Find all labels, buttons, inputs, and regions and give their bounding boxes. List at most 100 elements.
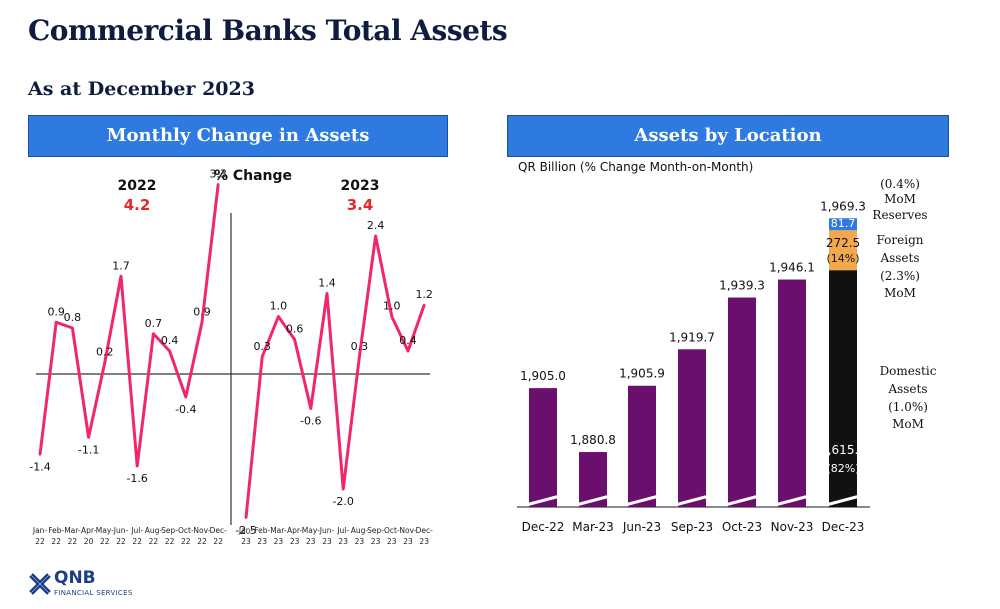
year-tick-label: 23: [371, 537, 381, 546]
change-data-label: 0.3: [351, 340, 369, 353]
year-tick-label: 22: [213, 537, 223, 546]
month-tick-label: Dec-: [210, 526, 228, 535]
month-tick-label: Dec-: [416, 526, 434, 535]
change-data-label: 1.0: [270, 300, 288, 313]
foreign-name-line2: Assets: [879, 251, 919, 265]
change-point: [119, 275, 123, 278]
month-tick-label: Aug-: [145, 526, 163, 535]
page-subtitle: As at December 2023: [28, 78, 255, 100]
change-point: [261, 355, 264, 358]
month-tick-label: Nov-: [193, 526, 210, 535]
month-tick-label: Oct-: [384, 526, 400, 535]
month-tick-label: Sep-: [161, 526, 178, 535]
year-tick-label: 23: [257, 537, 267, 546]
year-tick-label: 22: [149, 537, 159, 546]
qnb-logo-icon: [29, 573, 51, 595]
assets-location-banner: Assets by Location: [507, 115, 949, 157]
change-data-label: 1.7: [112, 259, 130, 272]
reserves-mom: MoM: [884, 192, 916, 206]
change-data-label: -2.0: [332, 495, 353, 508]
bar-value-label: 1,946.1: [769, 261, 815, 275]
bar-value-label: 1,905.0: [520, 369, 566, 383]
page-title: Commercial Banks Total Assets: [28, 14, 508, 47]
change-data-label: -1.4: [29, 461, 50, 474]
change-data-label: 0.2: [96, 346, 114, 359]
axis-break-mark: [525, 494, 561, 507]
bar-category-label: Oct-23: [722, 520, 762, 534]
month-tick-label: Jun-: [113, 526, 129, 535]
month-tick-label: Jul-: [336, 526, 349, 535]
change-data-label: -0.4: [175, 403, 196, 416]
year-tick-label: 23: [419, 537, 429, 546]
change-point: [358, 355, 361, 358]
foreign-name-line1: Foreign: [877, 233, 924, 247]
monthly-change-line-2023: [244, 234, 426, 518]
year-tick-label: 22: [35, 537, 45, 546]
change-data-label: 0.7: [145, 317, 163, 330]
stack-segment-reserves: [829, 218, 857, 231]
year-tick-label: 23: [387, 537, 397, 546]
change-data-label: 0.4: [161, 334, 179, 347]
qnb-logo: QNB FINANCIAL SERVICES: [28, 568, 168, 602]
reserves-value-label: 81.7: [831, 217, 856, 230]
change-data-label: -0.6: [300, 415, 321, 428]
change-point: [87, 436, 90, 439]
bar-value-label: 1,919.7: [669, 330, 715, 344]
bar-value-label: 1,939.3: [719, 279, 765, 293]
domestic-mom: MoM: [892, 417, 924, 431]
change-data-label: 1.4: [318, 277, 336, 290]
change-data-label: 0.9: [193, 305, 211, 318]
change-data-label: 0.8: [64, 311, 82, 324]
year-tick-label: 23: [274, 537, 284, 546]
axis-break-mark: [724, 494, 760, 507]
stack-segment-foreign-assets: [829, 230, 857, 271]
change-point: [390, 315, 393, 318]
percent-change-label: % Change: [214, 168, 292, 184]
year-tick-label: 23: [322, 537, 332, 546]
month-tick-label: Apr-: [287, 526, 302, 535]
year-tick-label: 23: [338, 537, 348, 546]
change-point: [168, 349, 171, 353]
change-data-label: -2.5: [235, 524, 256, 537]
logo-tagline: FINANCIAL SERVICES: [54, 589, 133, 597]
change-data-label: 1.0: [383, 300, 401, 313]
bar-category-label: Sep-23: [671, 520, 713, 534]
change-point: [184, 395, 187, 399]
asset-bar-Jun-23: [628, 385, 656, 507]
change-data-label: -1.6: [126, 472, 147, 485]
change-point: [217, 183, 220, 186]
month-tick-label: Feb-: [48, 526, 64, 535]
foreign-mom: MoM: [884, 286, 916, 300]
change-point: [406, 349, 410, 353]
axis-break-mark: [624, 494, 660, 507]
bar-value-label: 1,880.8: [570, 433, 616, 447]
month-tick-label: May-: [302, 526, 320, 535]
change-data-label: -1.1: [78, 443, 99, 456]
monthly-change-line-2022: [38, 184, 220, 468]
change-point: [55, 321, 58, 324]
monthly-change-banner: Monthly Change in Assets: [28, 115, 448, 157]
year-tick-label: 20: [84, 537, 94, 546]
change-point: [325, 292, 329, 295]
year-tick-label: 23: [355, 537, 365, 546]
change-point: [309, 407, 312, 410]
change-point: [71, 326, 74, 330]
year-tick-label: 22: [197, 537, 207, 546]
month-tick-label: May-: [96, 526, 114, 535]
change-point: [342, 487, 345, 491]
domestic-name-line2: Assets: [887, 382, 927, 396]
change-data-label: 1.2: [415, 288, 433, 301]
reserves-name: Reserves: [872, 208, 927, 222]
asset-bar-Dec-22: [529, 388, 557, 507]
year-tick-label: 22: [100, 537, 110, 546]
change-point: [374, 234, 377, 238]
month-tick-label: Jan-: [238, 526, 254, 535]
year-tick-label: 22: [132, 537, 142, 546]
change-point: [277, 315, 280, 318]
year-tick-label: 22: [116, 537, 126, 546]
bar-category-label: Jun-23: [622, 520, 661, 534]
month-tick-label: Jun-: [319, 526, 335, 535]
asset-bar-Oct-23: [728, 297, 756, 507]
year-tick-label: 23: [403, 537, 413, 546]
